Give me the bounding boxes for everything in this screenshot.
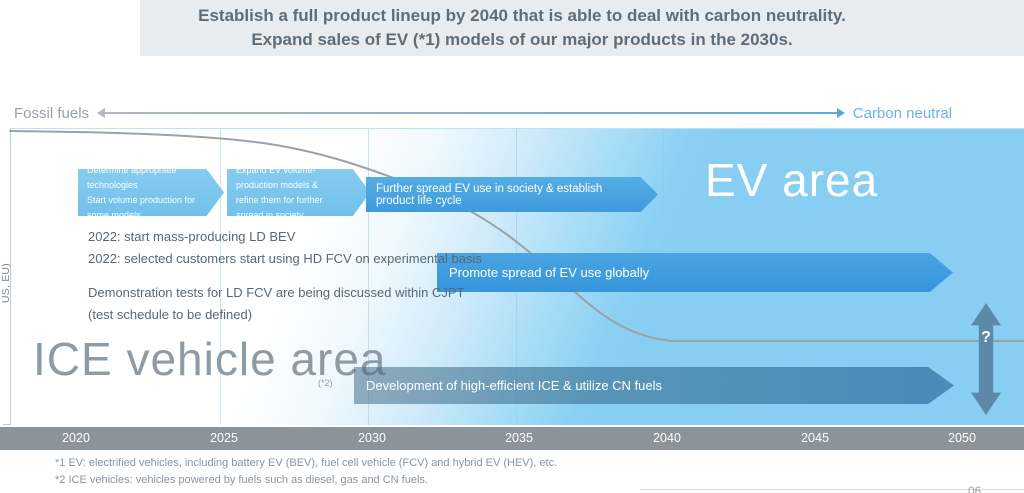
y-axis-label: Ratio of ICE vehicles & EV in brand-new …: [0, 263, 12, 303]
fuel-axis-line: [105, 112, 837, 114]
header-banner: Establish a full product lineup by 2040 …: [140, 0, 1024, 56]
milestone-line-1: 2022: start mass-producing LD BEV: [88, 229, 296, 244]
arrow-determine-line1: Determine appropriate technologies: [87, 164, 177, 190]
arrow-development-label: Development of high-efficient ICE & util…: [366, 378, 663, 393]
milestone-line-3: Demonstration tests for LD FCV are being…: [88, 285, 465, 300]
header-title-line1: Establish a full product lineup by 2040 …: [198, 6, 846, 25]
ev-area-label: EV area: [705, 154, 879, 206]
year-label-2050: 2050: [948, 431, 976, 445]
milestone-line-4: (test schedule to be defined): [88, 307, 253, 322]
page-number: 06: [968, 484, 982, 493]
question-mark-label: ?: [981, 329, 991, 346]
arrow-promote-label: Promote spread of EV use globally: [449, 265, 650, 280]
timeline-bar: 2020 2025 2030 2035 2040 2045 2050: [0, 427, 1024, 450]
arrow-further-spread-ev: Further spread EV use in society & estab…: [366, 177, 658, 212]
ice-area-note-ref: (*2): [318, 378, 333, 388]
arrow-determine-technologies: Determine appropriate technologies Start…: [78, 169, 224, 216]
ice-area-label: ICE vehicle area: [33, 333, 387, 385]
arrow-determine-line2: Start volume production for some models: [87, 194, 196, 220]
milestone-line-2: 2022: selected customers start using HD …: [88, 251, 482, 266]
footer-divider: [640, 489, 1024, 490]
milestone-gap: [88, 270, 482, 282]
y-axis-tick: [3, 424, 11, 425]
gridline-2050: [959, 129, 960, 425]
arrow-expand-ev-models: Expand EV volume-production models & ref…: [227, 169, 370, 216]
fossil-fuels-label: Fossil fuels: [14, 104, 90, 122]
year-label-2040: 2040: [653, 431, 681, 445]
arrow-right-icon: [836, 108, 845, 118]
footnote-2: *2 ICE vehicles: vehicles powered by fue…: [55, 474, 428, 486]
year-label-2025: 2025: [210, 431, 238, 445]
carbon-neutral-label: Carbon neutral: [852, 104, 952, 122]
year-label-2045: 2045: [801, 431, 829, 445]
header-title-line2: Expand sales of EV (*1) models of our ma…: [251, 30, 793, 49]
year-label-2035: 2035: [505, 431, 533, 445]
arrow-expand-line1: Expand EV volume-production models &: [236, 164, 319, 190]
arrow-development-ice-cn-fuels: Development of high-efficient ICE & util…: [354, 367, 954, 404]
year-label-2030: 2030: [358, 431, 386, 445]
year-label-2020: 2020: [62, 431, 90, 445]
arrow-left-icon: [97, 108, 106, 118]
arrow-further-label: Further spread EV use in society & estab…: [376, 182, 603, 207]
arrow-promote-ev-globally: Promote spread of EV use globally: [437, 253, 953, 292]
fuel-spectrum-axis: Fossil fuels Carbon neutral: [14, 104, 952, 122]
footnotes: *1 EV: electrified vehicles, including b…: [55, 455, 557, 489]
arrow-expand-line2: refine them for further spread in societ…: [236, 194, 323, 220]
footnote-1: *1 EV: electrified vehicles, including b…: [55, 457, 558, 469]
milestones-block: 2022: start mass-producing LD BEV 2022: …: [88, 226, 482, 326]
